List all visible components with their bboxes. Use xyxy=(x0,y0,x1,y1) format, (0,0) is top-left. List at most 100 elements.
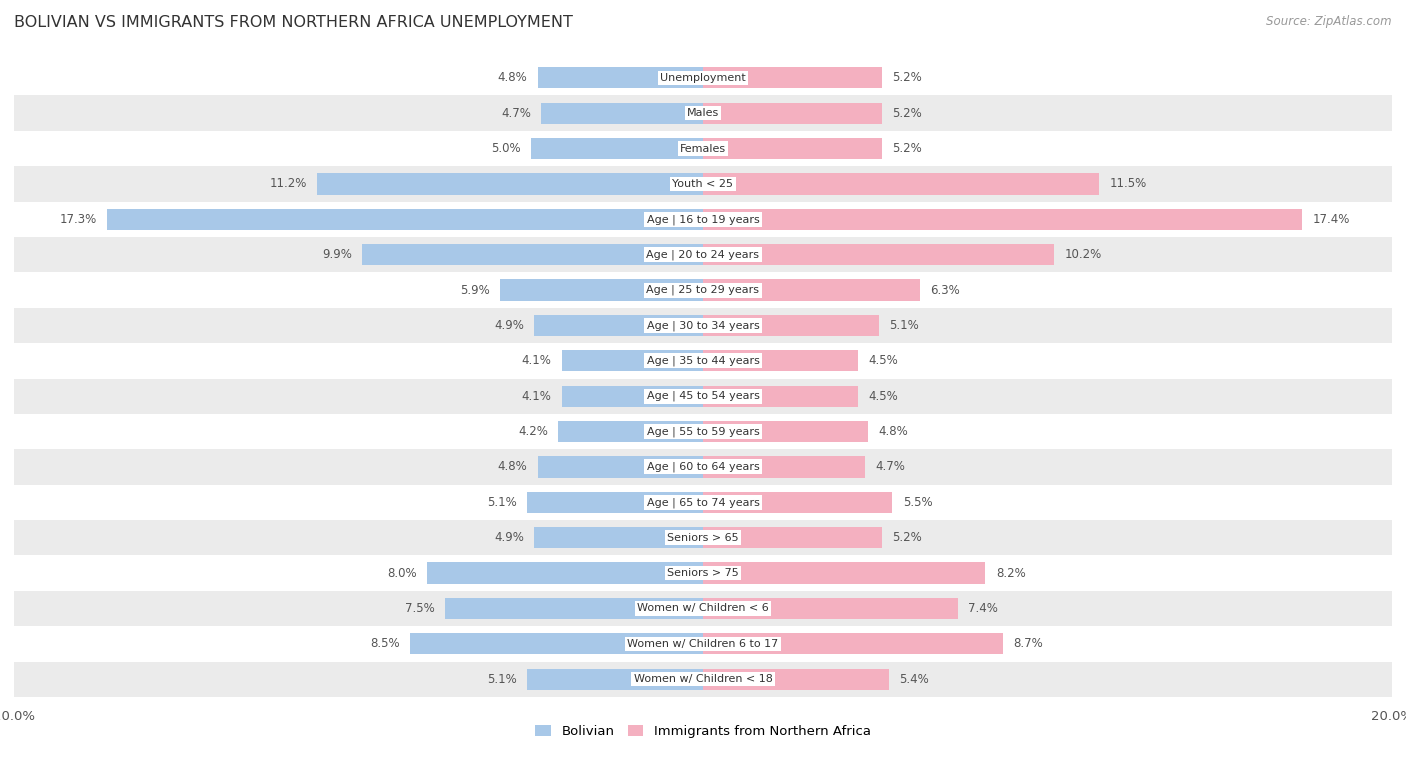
Bar xyxy=(527,668,703,690)
Bar xyxy=(14,308,1392,343)
Text: 7.5%: 7.5% xyxy=(405,602,434,615)
Bar xyxy=(318,173,703,195)
Bar xyxy=(562,350,703,372)
Text: 8.7%: 8.7% xyxy=(1012,637,1043,650)
Text: 5.2%: 5.2% xyxy=(893,71,922,84)
Bar xyxy=(14,414,1392,449)
Text: Source: ZipAtlas.com: Source: ZipAtlas.com xyxy=(1267,15,1392,28)
Text: 5.0%: 5.0% xyxy=(491,142,520,155)
Text: 4.8%: 4.8% xyxy=(498,71,527,84)
Text: Seniors > 75: Seniors > 75 xyxy=(666,568,740,578)
Text: 4.1%: 4.1% xyxy=(522,354,551,367)
Text: 5.5%: 5.5% xyxy=(903,496,932,509)
Text: 4.9%: 4.9% xyxy=(494,319,524,332)
Text: 5.1%: 5.1% xyxy=(488,496,517,509)
Text: 4.9%: 4.9% xyxy=(494,531,524,544)
Bar xyxy=(703,138,882,159)
Bar xyxy=(562,385,703,407)
Bar xyxy=(537,67,703,89)
Bar xyxy=(427,562,703,584)
Bar xyxy=(14,520,1392,556)
Bar xyxy=(14,449,1392,484)
Bar xyxy=(14,626,1392,662)
Bar xyxy=(14,95,1392,131)
Bar xyxy=(703,421,869,442)
Text: Women w/ Children < 18: Women w/ Children < 18 xyxy=(634,674,772,684)
Text: Age | 25 to 29 years: Age | 25 to 29 years xyxy=(647,285,759,295)
Text: 5.1%: 5.1% xyxy=(488,673,517,686)
Bar xyxy=(541,102,703,123)
Bar xyxy=(14,201,1392,237)
Text: 4.8%: 4.8% xyxy=(879,425,908,438)
Bar xyxy=(703,385,858,407)
Bar xyxy=(14,590,1392,626)
Bar xyxy=(14,167,1392,201)
Bar xyxy=(703,315,879,336)
Bar xyxy=(703,209,1302,230)
Bar xyxy=(703,598,957,619)
Bar xyxy=(703,244,1054,265)
Bar xyxy=(534,315,703,336)
Text: BOLIVIAN VS IMMIGRANTS FROM NORTHERN AFRICA UNEMPLOYMENT: BOLIVIAN VS IMMIGRANTS FROM NORTHERN AFR… xyxy=(14,15,572,30)
Bar xyxy=(14,273,1392,308)
Text: 4.7%: 4.7% xyxy=(501,107,531,120)
Bar xyxy=(361,244,703,265)
Bar xyxy=(703,562,986,584)
Bar xyxy=(703,668,889,690)
Text: 8.0%: 8.0% xyxy=(388,566,418,580)
Text: 8.5%: 8.5% xyxy=(370,637,399,650)
Text: 17.4%: 17.4% xyxy=(1313,213,1350,226)
Text: Women w/ Children < 6: Women w/ Children < 6 xyxy=(637,603,769,613)
Text: 11.5%: 11.5% xyxy=(1109,177,1147,191)
Bar xyxy=(444,598,703,619)
Text: Age | 55 to 59 years: Age | 55 to 59 years xyxy=(647,426,759,437)
Text: 10.2%: 10.2% xyxy=(1064,248,1102,261)
Bar xyxy=(107,209,703,230)
Bar xyxy=(703,527,882,548)
Text: 6.3%: 6.3% xyxy=(931,284,960,297)
Bar xyxy=(703,634,1002,655)
Text: Unemployment: Unemployment xyxy=(661,73,745,83)
Text: 5.2%: 5.2% xyxy=(893,142,922,155)
Text: 4.8%: 4.8% xyxy=(498,460,527,473)
Text: 8.2%: 8.2% xyxy=(995,566,1025,580)
Text: 9.9%: 9.9% xyxy=(322,248,352,261)
Bar xyxy=(531,138,703,159)
Bar xyxy=(14,378,1392,414)
Text: 5.9%: 5.9% xyxy=(460,284,489,297)
Text: 5.4%: 5.4% xyxy=(900,673,929,686)
Text: Age | 35 to 44 years: Age | 35 to 44 years xyxy=(647,356,759,366)
Text: 4.1%: 4.1% xyxy=(522,390,551,403)
Text: 4.5%: 4.5% xyxy=(869,354,898,367)
Text: Age | 60 to 64 years: Age | 60 to 64 years xyxy=(647,462,759,472)
Bar xyxy=(14,60,1392,95)
Text: Youth < 25: Youth < 25 xyxy=(672,179,734,189)
Bar xyxy=(703,350,858,372)
Bar xyxy=(703,102,882,123)
Bar xyxy=(14,131,1392,167)
Text: Age | 16 to 19 years: Age | 16 to 19 years xyxy=(647,214,759,225)
Text: Seniors > 65: Seniors > 65 xyxy=(668,533,738,543)
Bar xyxy=(411,634,703,655)
Text: Males: Males xyxy=(688,108,718,118)
Bar xyxy=(14,662,1392,697)
Bar xyxy=(703,456,865,478)
Text: Age | 20 to 24 years: Age | 20 to 24 years xyxy=(647,249,759,260)
Bar xyxy=(14,484,1392,520)
Bar xyxy=(703,173,1099,195)
Text: Age | 45 to 54 years: Age | 45 to 54 years xyxy=(647,391,759,401)
Legend: Bolivian, Immigrants from Northern Africa: Bolivian, Immigrants from Northern Afric… xyxy=(530,719,876,743)
Bar xyxy=(703,279,920,301)
Text: 7.4%: 7.4% xyxy=(969,602,998,615)
Bar xyxy=(14,237,1392,273)
Text: Women w/ Children 6 to 17: Women w/ Children 6 to 17 xyxy=(627,639,779,649)
Text: Females: Females xyxy=(681,144,725,154)
Text: 4.2%: 4.2% xyxy=(519,425,548,438)
Bar xyxy=(527,492,703,513)
Bar xyxy=(534,527,703,548)
Text: 17.3%: 17.3% xyxy=(59,213,97,226)
Text: 4.5%: 4.5% xyxy=(869,390,898,403)
Text: 4.7%: 4.7% xyxy=(875,460,905,473)
Text: 11.2%: 11.2% xyxy=(270,177,307,191)
Bar xyxy=(537,456,703,478)
